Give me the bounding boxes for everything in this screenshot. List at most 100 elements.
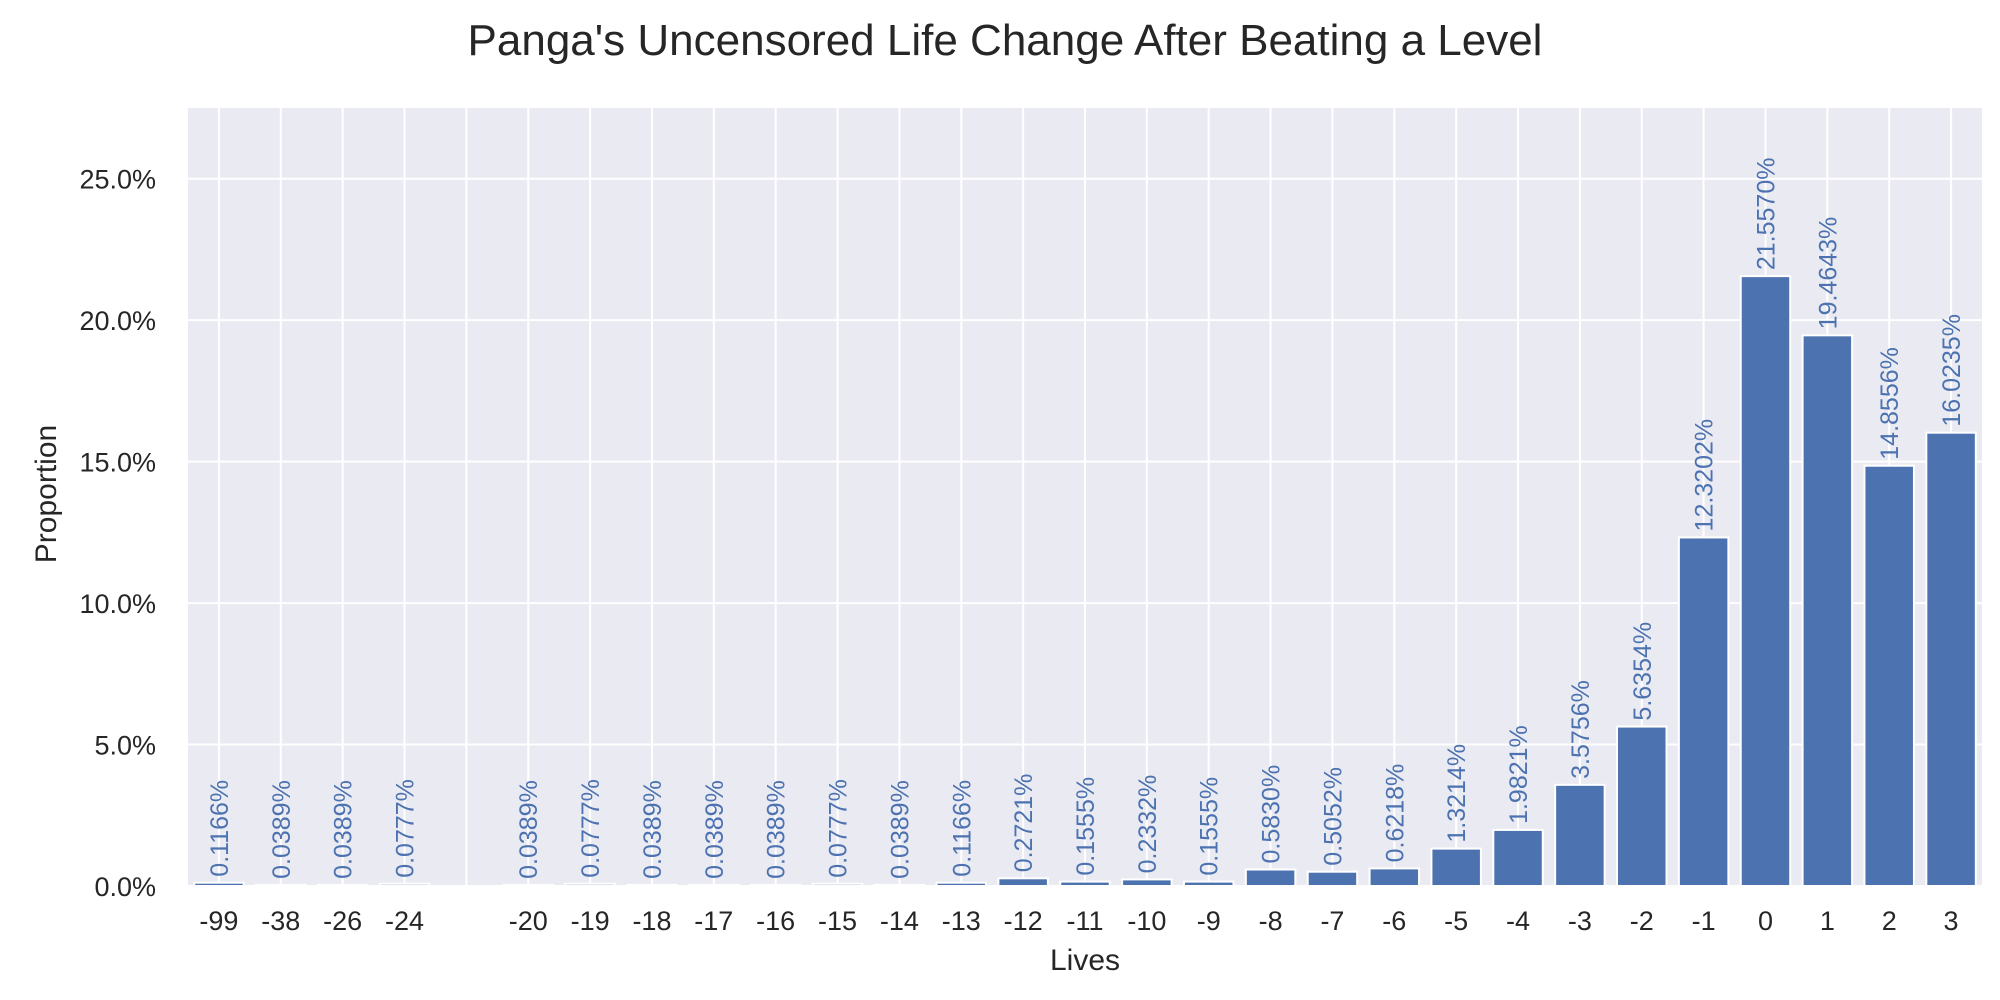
bar [316,883,369,887]
bar [564,882,616,888]
bar [1430,847,1482,887]
x-tick-label: -38 [261,906,300,936]
bar-value-label: 0.0777% [577,779,605,878]
x-tick-label: -1 [1692,906,1716,936]
bar-value-label: 3.5756% [1567,680,1595,779]
bar-value-label: 12.3202% [1691,419,1719,532]
bar-value-label: 0.5830% [1258,765,1286,864]
x-tick-label: -5 [1444,906,1468,936]
bar-value-label: 0.0389% [515,780,543,879]
y-tick-label: 20.0% [79,306,156,336]
bar-value-label: 0.0777% [825,779,853,878]
x-tick-label: -8 [1259,906,1283,936]
bar [1182,880,1235,888]
x-tick-label: -24 [385,906,424,936]
bar-value-label: 0.0389% [639,780,667,879]
bar [1616,725,1668,887]
bar [997,877,1049,888]
bar-value-label: 0.2721% [1010,774,1038,873]
bar-value-label: 0.1166% [206,780,234,877]
x-tick-label: -6 [1382,906,1406,936]
bar [1244,868,1297,888]
x-tick-label: -12 [1004,906,1043,936]
y-tick-label: 10.0% [79,589,156,619]
y-tick-label: 15.0% [79,448,156,478]
bar [378,882,431,888]
bar-value-label: 19.4643% [1814,217,1842,330]
x-tick-label: -19 [571,906,610,936]
bar [1739,275,1792,887]
bar [193,881,245,888]
x-tick-label: -14 [880,906,919,936]
y-axis-label: Proportion [30,425,63,563]
bar-value-label: 1.3214% [1443,744,1471,843]
bar [1368,867,1421,887]
x-tick-label: -2 [1630,906,1654,936]
bar [749,883,802,887]
bar-value-label: 0.1166% [948,780,976,877]
bar [811,882,864,888]
bar [626,883,678,887]
grid-lines [188,108,1982,887]
y-tick-label: 0.0% [94,872,156,902]
x-tick-label: 2 [1882,906,1897,936]
bar-value-label: 0.1555% [1072,777,1100,876]
bar [502,883,554,887]
x-tick-label: 0 [1758,906,1773,936]
bar [1492,828,1544,887]
x-tick-label: -20 [509,906,548,936]
bar-value-label: 0.1555% [1196,777,1224,876]
x-tick-label: -26 [323,906,362,936]
bar [255,883,307,887]
bar [935,881,988,888]
y-axis-ticks: 0.0% 5.0% 10.0% 15.0% 20.0% 25.0% [79,165,156,902]
x-tick-label: -99 [199,906,238,936]
bar-value-label: 1.9821% [1505,725,1533,824]
bar [1121,878,1173,888]
bar-value-label: 0.0777% [392,779,420,878]
x-axis-label: Lives [1050,944,1120,977]
data-labels: 0.1166% 0.0389% 0.0389% 0.0777% 0.0389% 0.077… [206,158,1966,879]
bar-value-label: 16.0235% [1938,314,1966,427]
x-tick-label: -17 [694,906,733,936]
bar-value-label: 0.0389% [268,780,296,879]
bar [1925,431,1977,887]
bar [873,883,926,887]
bar-value-label: 0.5052% [1319,767,1347,866]
bar [1306,870,1359,888]
chart-title: Panga's Uncensored Life Change After Bea… [468,16,1543,65]
bar-value-label: 5.6354% [1629,622,1657,721]
bar [1059,880,1111,888]
bar-value-label: 0.6218% [1381,764,1409,863]
bar-value-label: 0.0389% [330,780,358,879]
x-tick-label: 3 [1944,906,1959,936]
bar [688,883,740,887]
bar [1801,334,1854,887]
x-axis-ticks: -99 -38 -26 -24 -20 -19 -18 -17 -16 -15 -14 -13 -12-… [199,906,1958,936]
bar [1863,464,1915,887]
x-tick-label: -9 [1197,906,1221,936]
x-tick-label: -18 [632,906,671,936]
bar-value-label: 14.8556% [1876,347,1904,460]
y-tick-label: 25.0% [79,165,156,195]
bar-value-label: 0.0389% [763,780,791,879]
bar-value-label: 21.5570% [1752,158,1780,271]
x-tick-label: 1 [1820,906,1835,936]
x-tick-label: -4 [1506,906,1530,936]
y-tick-label: 5.0% [94,731,156,761]
bar-value-label: 0.0389% [701,780,729,879]
bar [1554,783,1606,887]
x-tick-label: -11 [1066,906,1103,936]
bar [1677,536,1730,887]
x-tick-label: -7 [1320,906,1344,936]
bar-value-label: 0.0389% [886,780,914,879]
bars [193,275,1977,888]
x-tick-label: -3 [1568,906,1592,936]
x-tick-label: -10 [1127,906,1166,936]
bar-value-label: 0.2332% [1134,775,1162,874]
x-tick-label: -16 [756,906,795,936]
x-tick-label: -13 [942,906,981,936]
x-tick-label: -15 [818,906,857,936]
